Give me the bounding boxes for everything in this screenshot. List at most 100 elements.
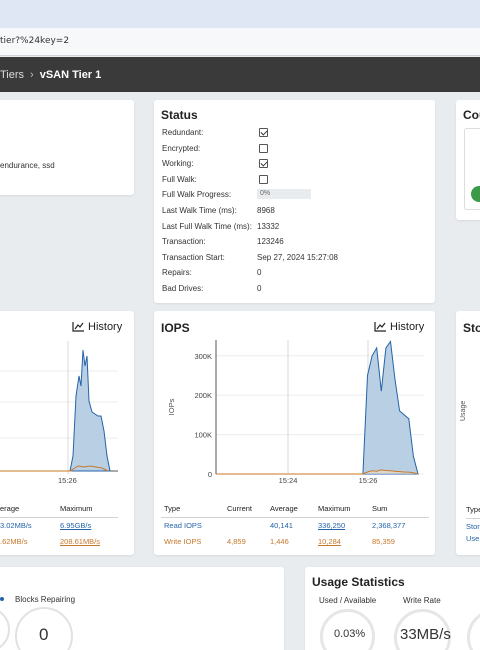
breadcrumb: Tiers › vSAN Tier 1 xyxy=(0,69,101,81)
usage-statistics-title: Usage Statistics xyxy=(312,575,405,589)
iops-table-divider xyxy=(161,517,429,518)
write-throughput-line xyxy=(69,465,109,472)
status-value: 123246 xyxy=(257,237,284,247)
storage-title: Stor xyxy=(463,321,480,335)
blocks-repairing-label: Blocks Repairing xyxy=(15,595,76,604)
address-bar[interactable]: tier?%24key=2 xyxy=(0,28,480,56)
iops-table-cell-maximum[interactable]: 336,250 xyxy=(318,521,346,530)
status-label: Transaction: xyxy=(162,237,206,247)
blocks-card: Blocks Repairing 0 xyxy=(0,567,284,650)
throughput-x-tick: 15:26 xyxy=(58,476,77,485)
storage-card: Stor Usage Type Stor Use xyxy=(456,311,480,555)
status-value: 8968 xyxy=(257,206,275,215)
full-walk-progress-value: 0% xyxy=(260,190,271,198)
blocks-repairing-gauge xyxy=(15,607,73,650)
top-navigation: Tiers › vSAN Tier 1 xyxy=(0,57,480,92)
read-throughput-area xyxy=(69,349,111,472)
throughput-table-divider xyxy=(0,517,118,518)
full-walk-progress-bar: 0% xyxy=(257,189,311,200)
storage-y-label: Usage xyxy=(460,400,467,421)
iops-chart: 0 100K 200K 300K 15:24 15:26 IOPs xyxy=(167,340,424,485)
throughput-history-label: History xyxy=(88,321,123,333)
throughput-chart xyxy=(0,341,118,474)
storage-row-0: Stor xyxy=(466,522,480,531)
status-label: Working: xyxy=(162,159,194,169)
series-read-iops-area xyxy=(216,340,419,475)
status-checkbox xyxy=(259,159,268,169)
write-rate-label: Write Rate xyxy=(403,596,441,605)
blocks-left-gauge xyxy=(0,607,10,650)
status-checkbox xyxy=(259,128,268,137)
iops-title: IOPS xyxy=(161,321,190,335)
iops-y-tick: 100K xyxy=(194,431,212,440)
status-checkbox xyxy=(259,143,268,153)
chart-line-icon xyxy=(72,322,84,332)
iops-y-tick: 200K xyxy=(194,391,212,400)
throughput-card: History 15:26 erage Maximum 3.02MB/s 6.95GB… xyxy=(0,311,134,555)
iops-table-header: Current xyxy=(227,504,253,513)
chart-line-icon xyxy=(374,322,386,332)
iops-y-tick: 300K xyxy=(194,352,212,361)
blocks-accent-dot xyxy=(0,597,4,601)
status-label: Repairs: xyxy=(162,268,192,278)
throughput-table-cell[interactable]: 208.61MB/s xyxy=(60,537,101,546)
status-label: Transaction Start: xyxy=(162,252,225,262)
iops-table-cell-maximum[interactable]: 10,284 xyxy=(318,537,341,546)
usage-statistics-card: Usage Statistics Used / Available Write … xyxy=(305,567,480,650)
storage-type-header: Type xyxy=(466,505,480,514)
breadcrumb-separator: › xyxy=(30,69,34,81)
breadcrumb-current: vSAN Tier 1 xyxy=(39,69,102,81)
throughput-table-cell[interactable]: 6.95GB/s xyxy=(60,521,92,530)
iops-y-tick: 0 xyxy=(208,470,212,479)
iops-table-cell-type: Write IOPS xyxy=(164,537,202,546)
status-label: Encrypted: xyxy=(162,143,201,153)
iops-x-tick: 15:24 xyxy=(279,476,298,485)
iops-history-label: History xyxy=(390,321,425,333)
iops-table-cell-type: Read IOPS xyxy=(164,521,202,530)
breadcrumb-tiers-link[interactable]: Tiers xyxy=(0,69,25,81)
third-gauge xyxy=(467,609,480,650)
status-label: Full Walk Progress: xyxy=(162,190,232,200)
iops-table-cell-sum: 85,359 xyxy=(372,537,395,546)
status-label: Full Walk: xyxy=(162,174,197,184)
iops-card: IOPS History 0 100K 200K 300K 15:24 15:26 IOPs… xyxy=(154,311,435,555)
iops-x-tick: 15:26 xyxy=(359,476,378,485)
add-icon[interactable] xyxy=(471,186,480,202)
iops-y-label: IOPs xyxy=(167,398,176,415)
status-value: 13332 xyxy=(257,221,280,231)
status-value: Sep 27, 2024 15:27:08 xyxy=(257,252,338,262)
iops-table-header: Sum xyxy=(372,504,388,513)
used-available-value: 0.03% xyxy=(334,628,366,640)
iops-table-header: Average xyxy=(270,504,298,513)
status-label: Redundant: xyxy=(162,128,204,137)
url-text[interactable]: tier?%24key=2 xyxy=(0,36,70,46)
iops-table-header: Maximum xyxy=(318,504,351,513)
status-label: Last Full Walk Time (ms): xyxy=(162,221,252,231)
iops-history-button[interactable]: History xyxy=(374,321,424,333)
throughput-table-header: Maximum xyxy=(60,504,93,513)
storage-table-divider xyxy=(466,518,480,519)
iops-table-cell-sum: 2,368,377 xyxy=(372,521,406,530)
status-label: Last Walk Time (ms): xyxy=(162,206,237,215)
throughput-history-button[interactable]: History xyxy=(72,321,122,333)
tier-tags: endurance, ssd xyxy=(0,161,55,170)
blocks-repairing-value: 0 xyxy=(39,625,49,644)
counts-chart-frame xyxy=(464,128,480,210)
iops-table-cell-average: 40,141 xyxy=(270,521,293,530)
counts-title: Cou xyxy=(463,108,480,122)
iops-table-header: Type xyxy=(164,504,181,513)
status-label: Bad Drives: xyxy=(162,284,204,293)
throughput-table-cell: 3.02MB/s xyxy=(0,521,32,530)
status-value: 0 xyxy=(257,268,262,278)
storage-row-1: Use xyxy=(466,534,480,543)
throughput-table-cell: .62MB/s xyxy=(0,537,28,546)
status-value: 0 xyxy=(257,284,262,293)
used-available-label: Used / Available xyxy=(319,596,377,605)
used-available-gauge xyxy=(320,609,375,650)
counts-card: Cou xyxy=(456,100,480,220)
throughput-table-header: erage xyxy=(0,504,20,513)
status-title: Status xyxy=(161,108,198,122)
write-rate-gauge xyxy=(394,609,451,650)
info-card: endurance, ssd xyxy=(0,100,134,195)
status-checkbox xyxy=(259,174,268,184)
